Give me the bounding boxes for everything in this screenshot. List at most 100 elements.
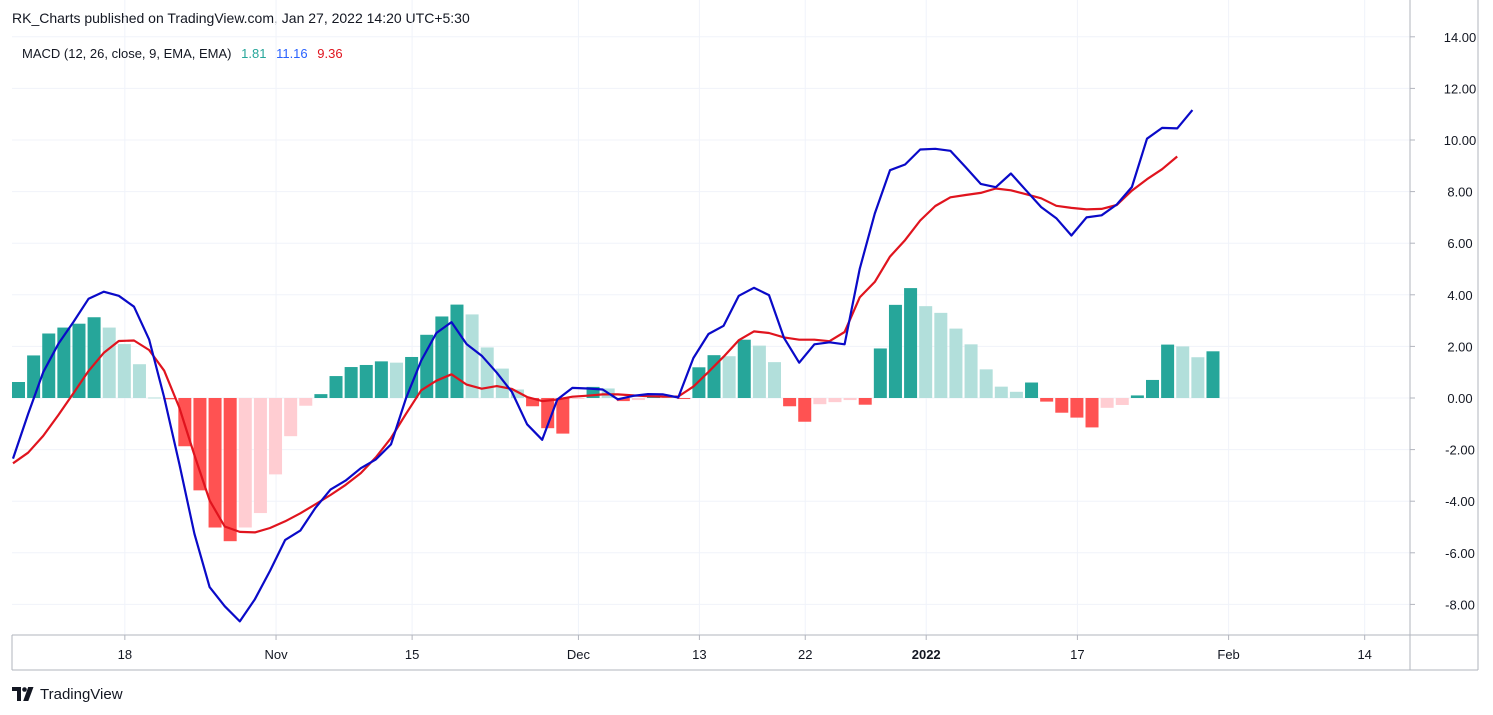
histogram-bar [556,398,570,434]
histogram-bar [616,398,630,402]
histogram-bar [359,364,373,398]
histogram-bar [193,398,207,491]
histogram-bar [132,364,146,398]
histogram-bar [450,304,464,398]
y-tick-label: 12.00 [1444,81,1477,96]
histogram-bar [269,398,283,475]
legend-hist-value: 1.81 [241,46,267,61]
histogram-bar [768,362,781,398]
footer[interactable]: TradingView [12,683,123,705]
histogram-bar [1191,357,1205,398]
histogram-bar [828,398,842,403]
histogram-bar [964,344,978,398]
histogram-bar [873,348,887,398]
histogram-bar [148,397,162,399]
histogram-bar [299,398,313,406]
histogram-bar [1115,398,1129,405]
y-tick-label: 4.00 [1447,288,1472,303]
histogram-bar [843,398,857,401]
signal-line [12,155,1178,534]
x-tick-label: 22 [798,647,812,662]
histogram-bar [934,312,948,398]
y-tick-label: 14.00 [1444,30,1477,45]
x-tick-label: 17 [1070,647,1084,662]
y-tick-label: -8.00 [1445,597,1475,612]
x-tick-label: 15 [405,647,419,662]
y-tick-label: 8.00 [1447,185,1472,200]
publisher-header: RK_Charts published on TradingView.com, … [12,10,470,26]
histogram-bar [1176,346,1190,398]
histogram-bar [253,398,267,514]
histogram-bar [87,317,101,398]
histogram-bar [586,386,600,398]
y-tick-label: 10.00 [1444,133,1477,148]
histogram-bar [344,367,358,398]
histogram-bar [1100,398,1114,408]
legend-signal-value: 9.36 [317,46,343,61]
histogram-bar [979,369,993,398]
grid [12,0,1410,635]
histogram-bar [1146,379,1159,398]
histogram-bar [329,376,343,398]
histogram-bar [707,355,721,398]
histogram-bar [677,398,691,400]
histogram-bar [42,333,56,398]
histogram-bar [117,344,131,398]
x-tick-label: 2022 [912,647,941,662]
histogram-bar [949,328,963,398]
x-tick-label: Feb [1217,647,1239,662]
histogram-bar [1055,398,1069,413]
histogram-bar [1040,398,1054,402]
histogram-bar [238,398,252,528]
histogram-series [12,288,1220,542]
histogram-bar [510,389,524,398]
histogram-bar [102,327,116,398]
histogram-bar [1161,344,1175,398]
histogram-bar [752,345,766,398]
legend-macd-value: 11.16 [276,46,308,61]
histogram-bar [631,398,645,401]
histogram-bar [223,398,237,542]
macd-line [11,109,1194,623]
macd-series [11,109,1194,623]
y-tick-label: -6.00 [1445,546,1475,561]
histogram-bar [374,361,388,398]
histogram-bar [163,398,177,400]
legend-label: MACD (12, 26, close, 9, EMA, EMA) [22,46,232,61]
histogram-bar [405,356,419,398]
histogram-bar [314,394,328,398]
histogram-bar [813,398,827,405]
histogram-bar [888,304,902,398]
x-tick-label: Nov [264,647,288,662]
histogram-bar [420,334,434,398]
y-tick-label: 6.00 [1447,236,1472,251]
tradingview-logo-icon [12,687,34,701]
indicator-legend[interactable]: MACD (12, 26, close, 9, EMA, EMA) 1.81 1… [22,46,349,61]
x-tick-label: 18 [118,647,132,662]
histogram-bar [465,314,479,398]
signal-series [12,155,1178,534]
y-tick-label: -2.00 [1445,443,1475,458]
histogram-bar [783,398,797,407]
footer-brand: TradingView [40,685,123,703]
y-tick-label: 0.00 [1447,391,1472,406]
histogram-bar [12,382,25,398]
histogram-bar [1085,398,1099,428]
histogram-bar [1070,398,1084,418]
histogram-bar [541,398,555,429]
histogram-bar [57,327,71,398]
histogram-bar [798,398,812,422]
histogram-bar [1130,395,1144,398]
histogram-bar [994,386,1008,398]
histogram-bar [571,398,585,399]
histogram-bar [722,356,736,398]
histogram-bar [208,398,222,528]
histogram-bar [390,362,403,398]
histogram-bar [919,306,933,398]
x-tick-label: 14 [1357,647,1371,662]
y-tick-label: 2.00 [1447,339,1472,354]
histogram-bar [737,339,751,398]
histogram-bar [1009,391,1023,398]
x-tick-label: 13 [692,647,706,662]
